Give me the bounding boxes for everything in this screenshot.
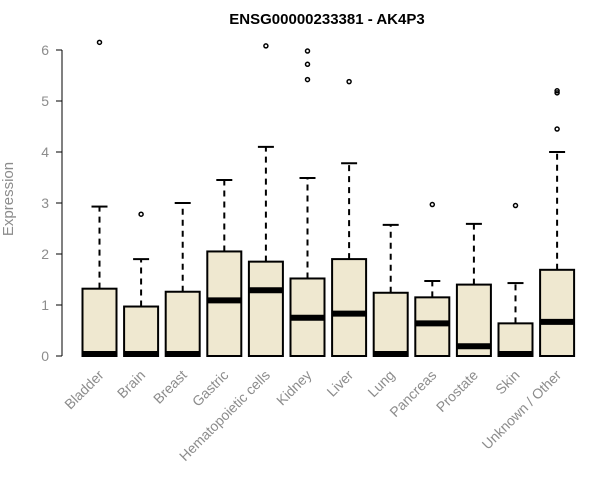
x-category-label: Breast [150,367,190,407]
x-category-label: Bladder [61,367,107,413]
y-tick-label: 0 [41,348,49,364]
box-prostate [455,222,492,358]
outlier-point [304,61,311,68]
outlier-point [263,43,269,49]
outlier-point [429,201,436,208]
y-axis-label: Expression [0,162,17,236]
box-rect [81,287,118,357]
x-category-label: Skin [492,367,523,398]
box-lung [372,223,409,358]
box-gastric [206,179,243,357]
x-category-label: Kidney [273,367,315,409]
y-tick-label: 3 [41,195,49,211]
box-rect [247,260,284,357]
box-skin [497,202,534,357]
box-bladder [81,39,118,357]
box-rect [372,291,409,358]
y-tick-label: 2 [41,246,49,262]
box-breast [164,202,201,357]
plot-area [81,39,576,358]
y-axis: 0 1 2 3 4 5 6 [41,42,63,364]
box-rect [206,250,243,357]
outlier-point [304,76,311,83]
y-tick-label: 4 [41,144,49,160]
box-rect [123,305,160,357]
box-brain [123,211,160,357]
box-rect [414,296,451,358]
outlier-point [554,126,560,132]
y-tick-label: 1 [41,297,49,313]
x-category-label: Prostate [433,367,481,415]
box-rect [331,258,368,358]
box-liver [331,78,368,358]
box-unknown-other [539,88,576,357]
box-rect [164,290,201,357]
box-kidney [289,48,326,358]
outlier-point [512,202,519,209]
y-tick-label: 5 [41,93,49,109]
x-category-label: Liver [323,367,356,400]
outlier-point [554,88,560,94]
box-rect [497,322,534,357]
outlier-point [304,48,311,54]
x-category-label: Lung [364,367,397,400]
outlier-point [554,90,560,96]
chart-title: ENSG00000233381 - AK4P3 [229,11,424,28]
outlier-point [346,78,352,85]
outlier-point [138,211,144,217]
x-category-label: Unknown / Other [479,367,565,453]
y-tick-label: 6 [41,42,49,58]
box-hematopoietic-cells [247,43,284,357]
box-rect [539,268,576,357]
box-pancreas [414,201,451,358]
x-category-label: Brain [114,367,148,401]
outlier-point [96,39,103,46]
